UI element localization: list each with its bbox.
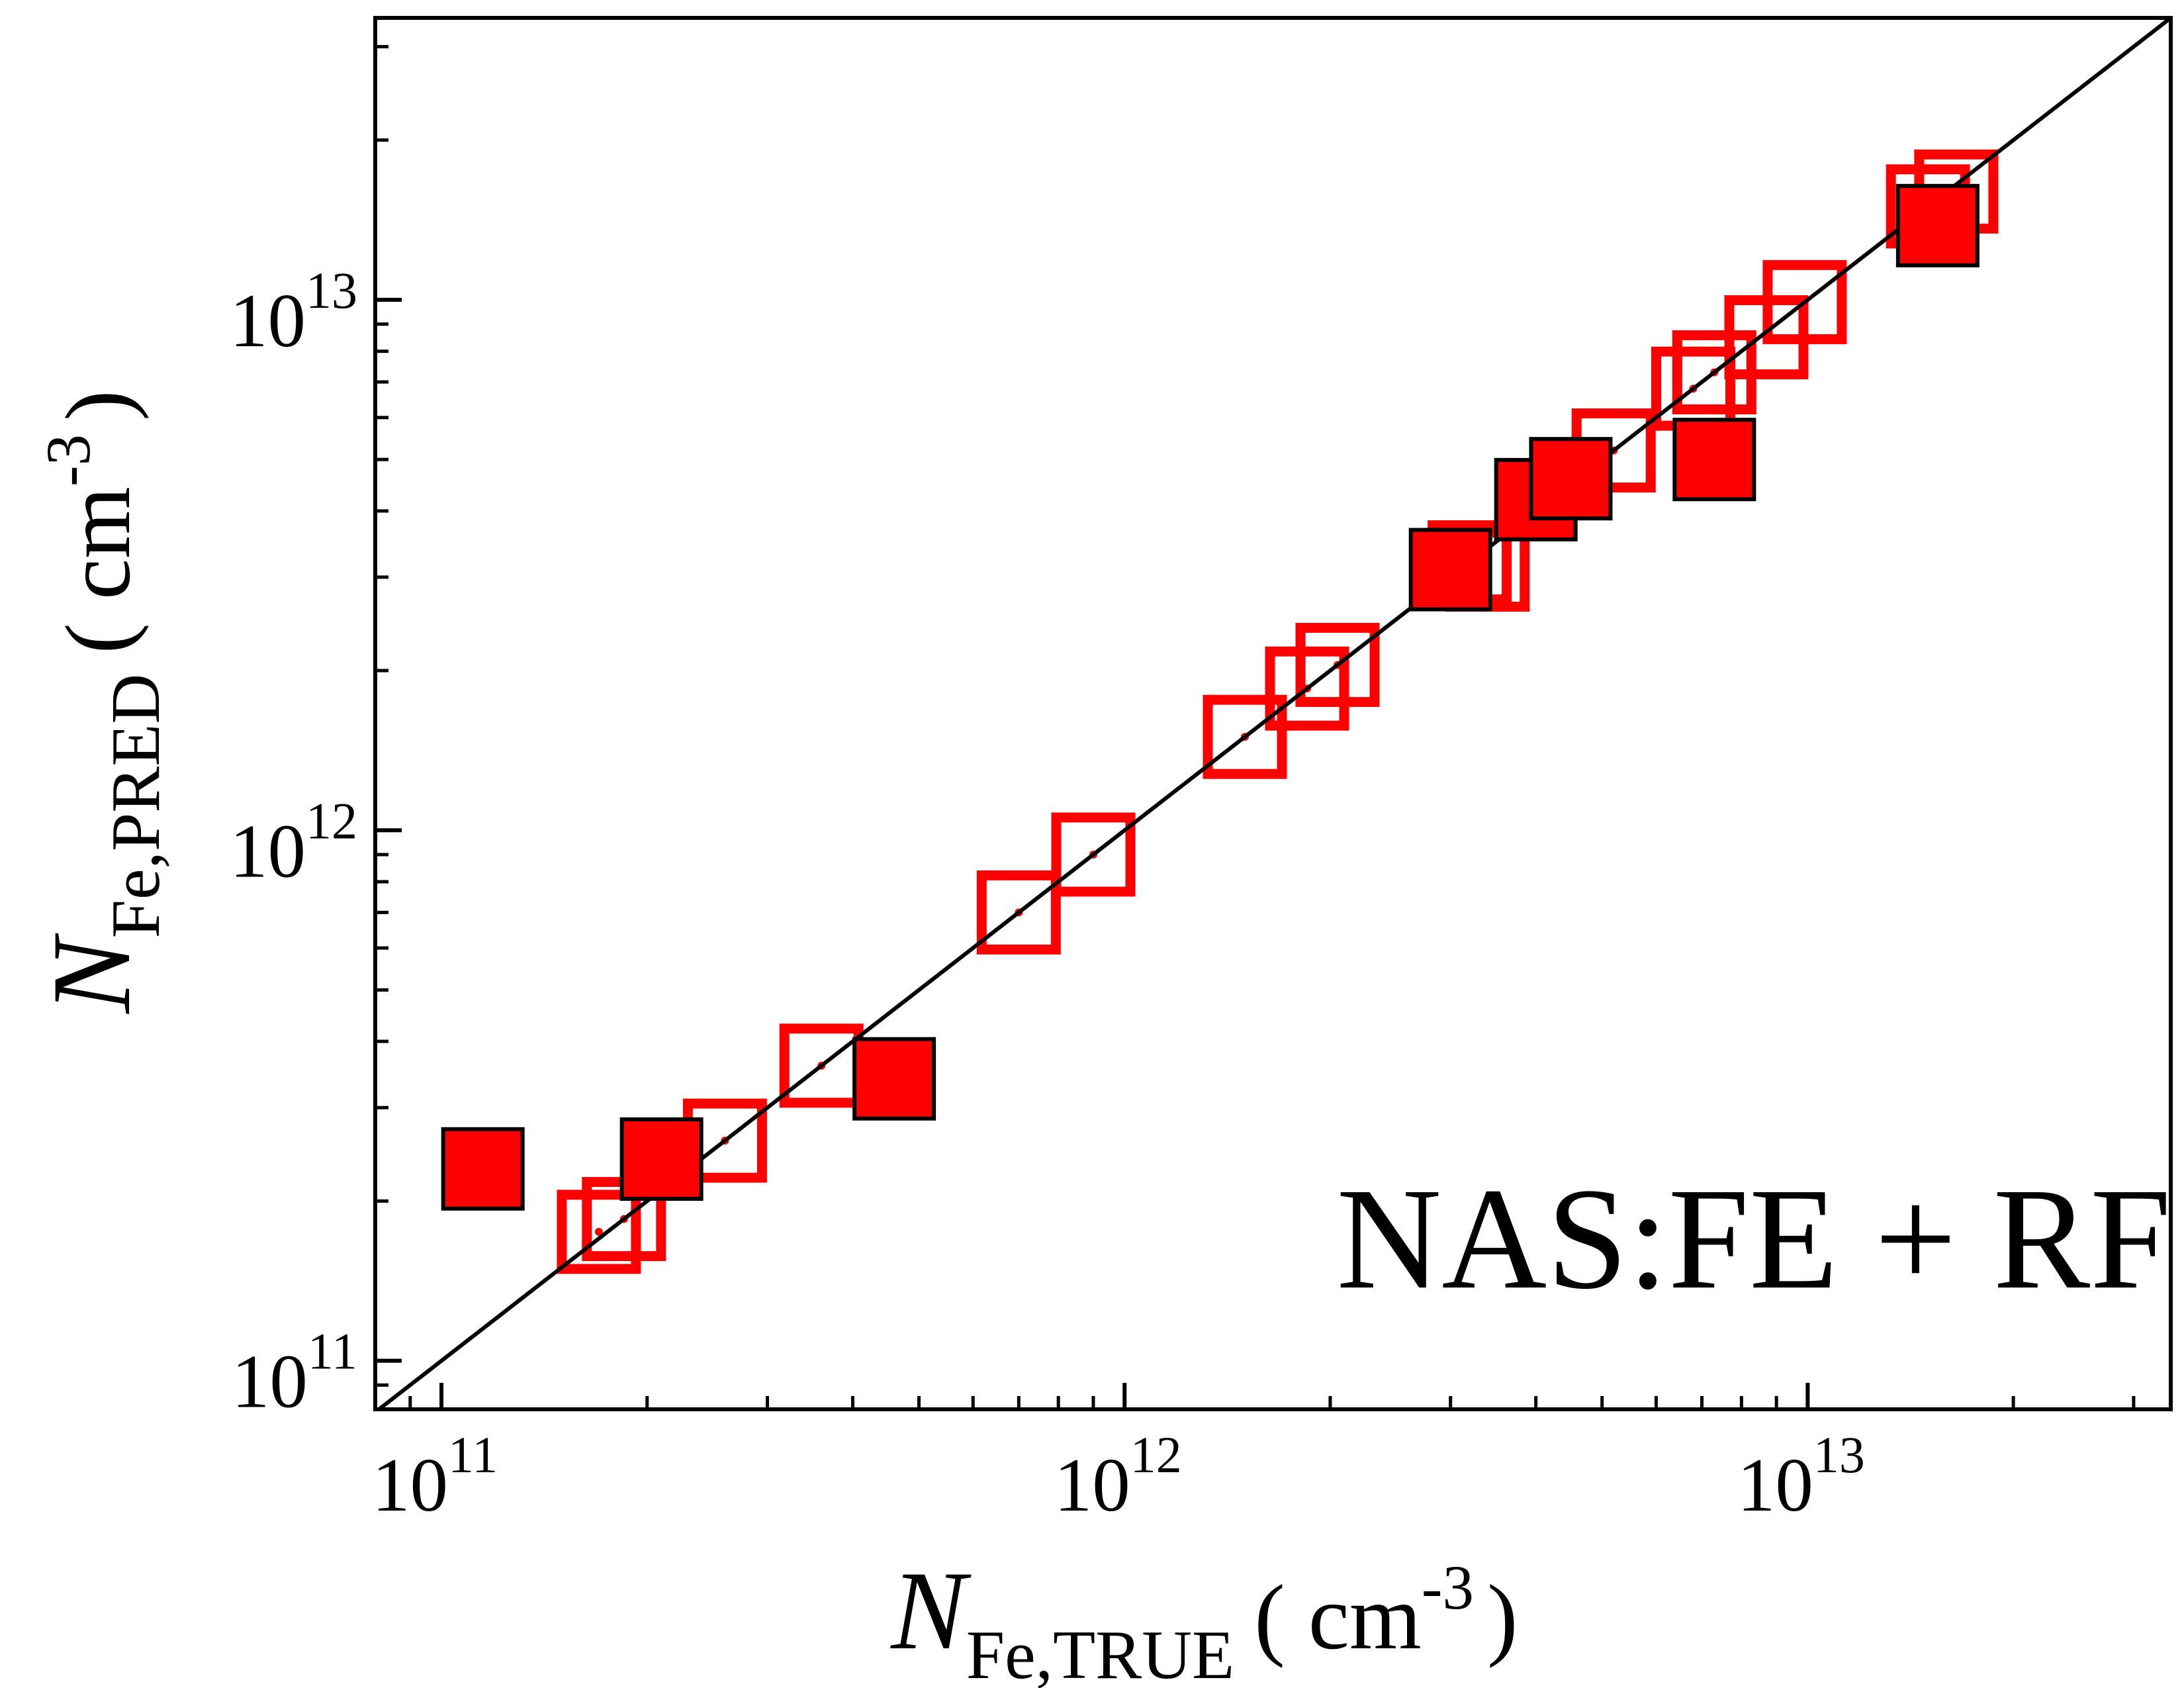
filled-square-point xyxy=(1529,437,1613,521)
y-axis-unit: ( cm xyxy=(47,487,150,654)
y-tick-label-base: 10 xyxy=(230,279,306,363)
y-axis-subscript: Fe,PRED xyxy=(97,674,174,939)
x-tick-label-base: 10 xyxy=(372,1443,448,1527)
y-tick-label: 1012 xyxy=(230,792,357,893)
y-axis-symbol: N xyxy=(29,933,154,1015)
open-square-center-dot xyxy=(594,1227,603,1236)
y-tick-label-exponent: 13 xyxy=(306,261,357,319)
y-axis-label: NFe,PRED ( cm-3) xyxy=(29,390,174,1014)
x-tick-label-exponent: 12 xyxy=(1130,1426,1182,1483)
y-tick-label: 1011 xyxy=(232,1323,357,1424)
open-square-point xyxy=(976,870,1061,955)
open-square-point xyxy=(1762,259,1847,344)
y-axis-unit-exponent: -3 xyxy=(33,434,103,487)
open-square-point xyxy=(1265,646,1349,731)
y-tick-label-exponent: 12 xyxy=(306,792,357,849)
y-axis-unit-close: ) xyxy=(47,390,150,421)
y-tick-label-base: 10 xyxy=(232,1340,308,1424)
x-tick-label: 1012 xyxy=(1054,1426,1182,1527)
filled-square-point xyxy=(1672,418,1756,502)
filled-markers-series xyxy=(441,183,1979,1211)
x-tick-label-base: 10 xyxy=(1054,1443,1130,1527)
x-tick-label: 1011 xyxy=(372,1426,498,1527)
x-axis-subscript: Fe,TRUE xyxy=(966,1616,1234,1688)
x-axis-unit: ( cm xyxy=(1254,1566,1422,1669)
filled-square-point xyxy=(441,1127,525,1211)
x-axis-unit-close: ) xyxy=(1487,1566,1518,1669)
open-square-point xyxy=(1295,622,1380,707)
x-tick-label-exponent: 13 xyxy=(1813,1426,1865,1483)
open-square-point xyxy=(557,1190,641,1274)
filled-square-point xyxy=(1895,183,1979,267)
x-tick-label: 1013 xyxy=(1737,1426,1865,1527)
y-tick-label-base: 10 xyxy=(230,809,306,893)
x-axis-symbol: N xyxy=(889,1548,972,1673)
filled-square-point xyxy=(619,1117,704,1201)
filled-square-point xyxy=(1408,528,1492,612)
y-tick-label: 1013 xyxy=(230,261,357,363)
x-tick-label-base: 10 xyxy=(1737,1443,1813,1527)
open-square-point xyxy=(1203,694,1287,779)
plot-frame xyxy=(373,16,2173,1411)
filled-square-point xyxy=(852,1037,936,1121)
y-tick-label-exponent: 11 xyxy=(308,1323,357,1380)
open-square-point xyxy=(1051,812,1136,897)
annotation-label: NAS:FE + RF xyxy=(1336,1158,2171,1319)
x-axis-unit-exponent: -3 xyxy=(1422,1552,1474,1622)
x-tick-label-exponent: 11 xyxy=(448,1426,498,1483)
x-axis-label: NFe,TRUE ( cm-3) xyxy=(889,1548,1518,1688)
